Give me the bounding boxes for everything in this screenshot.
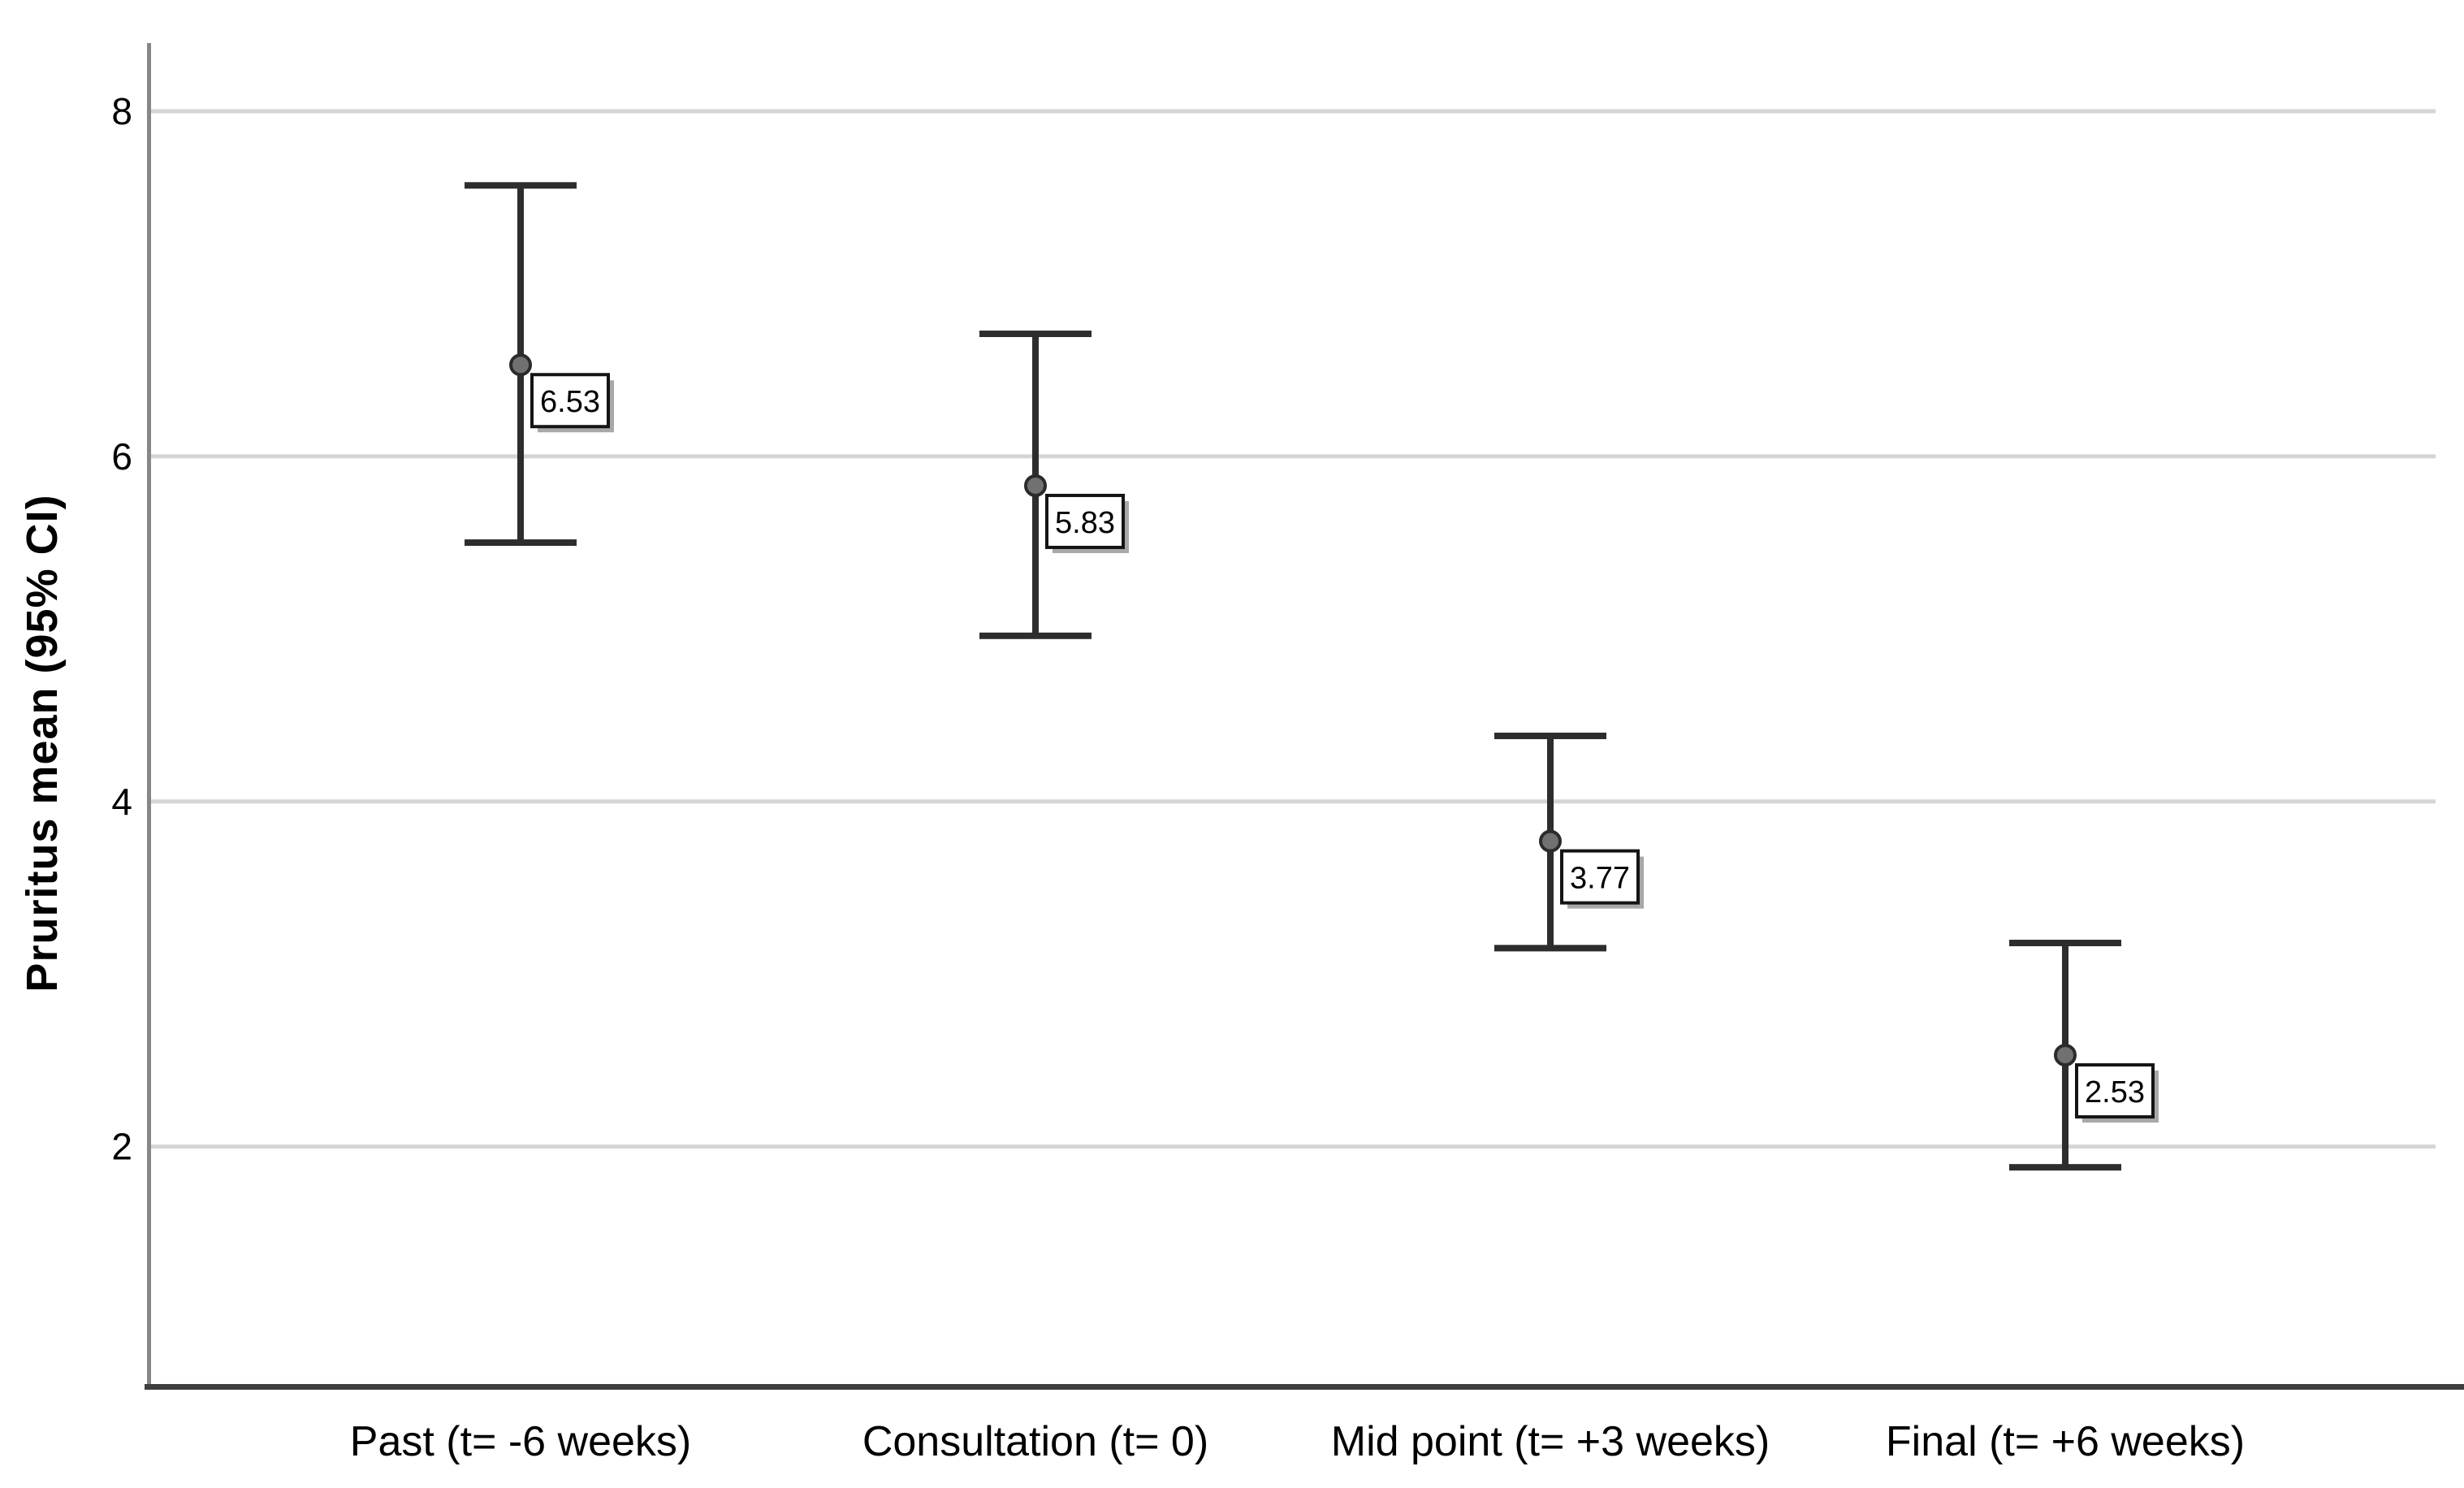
error-bar-cap-bottom [2009, 1164, 2121, 1171]
mean-marker [1024, 474, 1047, 497]
value-label-text: 3.77 [1570, 862, 1630, 896]
mean-marker [509, 353, 532, 377]
mean-marker [2054, 1044, 2077, 1067]
value-label-box [2075, 1063, 2155, 1119]
y-tick-label: 8 [111, 90, 132, 132]
gridline [149, 799, 2436, 804]
y-axis-line [147, 43, 151, 1390]
x-category-label: Consultation (t= 0) [862, 1418, 1208, 1465]
value-label-box [1560, 849, 1640, 905]
error-bar-cap-top [1494, 733, 1606, 740]
y-tick-label: 4 [111, 781, 132, 823]
error-bar-cap-bottom [1494, 945, 1606, 952]
error-bar-cap-top [2009, 939, 2121, 946]
mean-marker [1539, 829, 1562, 853]
value-label-text: 5.83 [1055, 506, 1115, 540]
gridline [149, 109, 2436, 114]
x-category-label: Final (t= +6 weeks) [1886, 1418, 2245, 1465]
y-tick-label: 2 [111, 1126, 132, 1168]
x-axis-line [145, 1384, 2464, 1390]
error-bar-cap-bottom [979, 632, 1092, 639]
gridline [149, 454, 2436, 459]
x-category-label: Past (t= -6 weeks) [350, 1418, 691, 1465]
gridline [149, 1144, 2436, 1149]
x-category-label: Mid point (t= +3 weeks) [1331, 1418, 1770, 1465]
value-label-box [1045, 493, 1125, 549]
error-bar-cap-bottom [465, 539, 577, 547]
value-label-text: 6.53 [540, 385, 600, 419]
y-tick-label: 6 [111, 435, 132, 478]
error-bar-cap-top [465, 182, 577, 189]
error-bar-cap-top [979, 330, 1092, 337]
value-label-box [530, 373, 610, 429]
value-label-text: 2.53 [2085, 1075, 2145, 1110]
